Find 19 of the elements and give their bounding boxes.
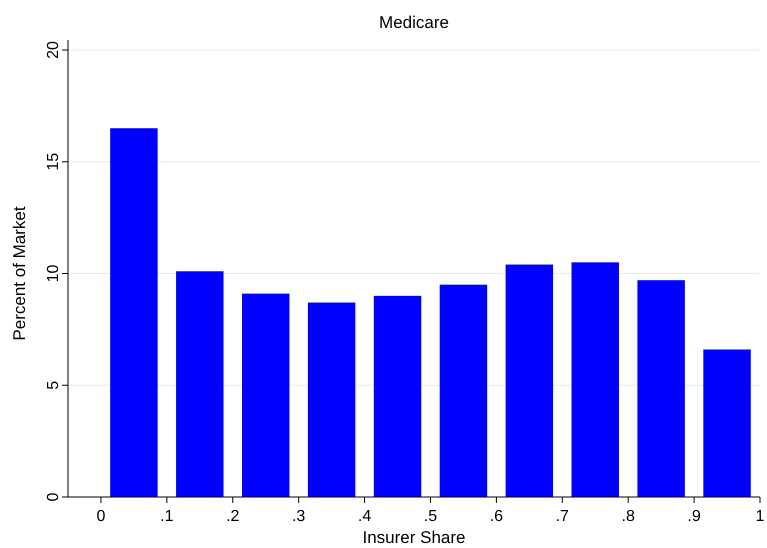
x-axis-title: Insurer Share xyxy=(362,528,466,547)
y-tick-label: 5 xyxy=(45,380,62,390)
x-tick-label: .2 xyxy=(226,508,240,525)
y-tick-label: 20 xyxy=(45,41,62,59)
x-tick-label: .9 xyxy=(687,508,701,525)
y-axis-title: Percent of Market xyxy=(10,206,29,341)
x-tick-label: .7 xyxy=(556,508,570,525)
chart-title: Medicare xyxy=(379,13,449,32)
y-tick-label: 0 xyxy=(45,492,62,502)
x-tick-label: .4 xyxy=(358,508,372,525)
x-tick-label: .5 xyxy=(424,508,438,525)
x-tick-label: .3 xyxy=(292,508,306,525)
y-tick-label: 10 xyxy=(45,264,62,282)
x-tick-label: .6 xyxy=(490,508,504,525)
x-tick-label: .8 xyxy=(622,508,635,525)
x-tick-label: .1 xyxy=(160,508,174,525)
y-tick-label: 15 xyxy=(45,152,62,171)
x-tick-label: 1 xyxy=(756,508,765,525)
x-tick-label: 0 xyxy=(96,508,106,525)
